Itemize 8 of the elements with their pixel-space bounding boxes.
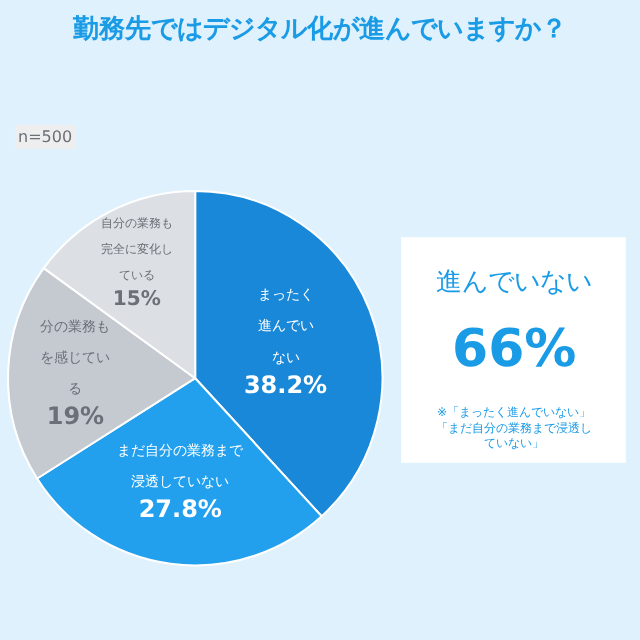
data-label: 27.8% [138,495,222,524]
text: 進んでいない [436,268,592,298]
data-label: 19% [46,402,105,431]
text: 66% [452,320,577,380]
text: n=500 [18,128,73,146]
data-label: 38.2% [243,370,328,399]
chart-title: 勤務先ではデジタル化が進んでいますか？ [71,15,567,46]
data-label: 15% [112,289,161,312]
